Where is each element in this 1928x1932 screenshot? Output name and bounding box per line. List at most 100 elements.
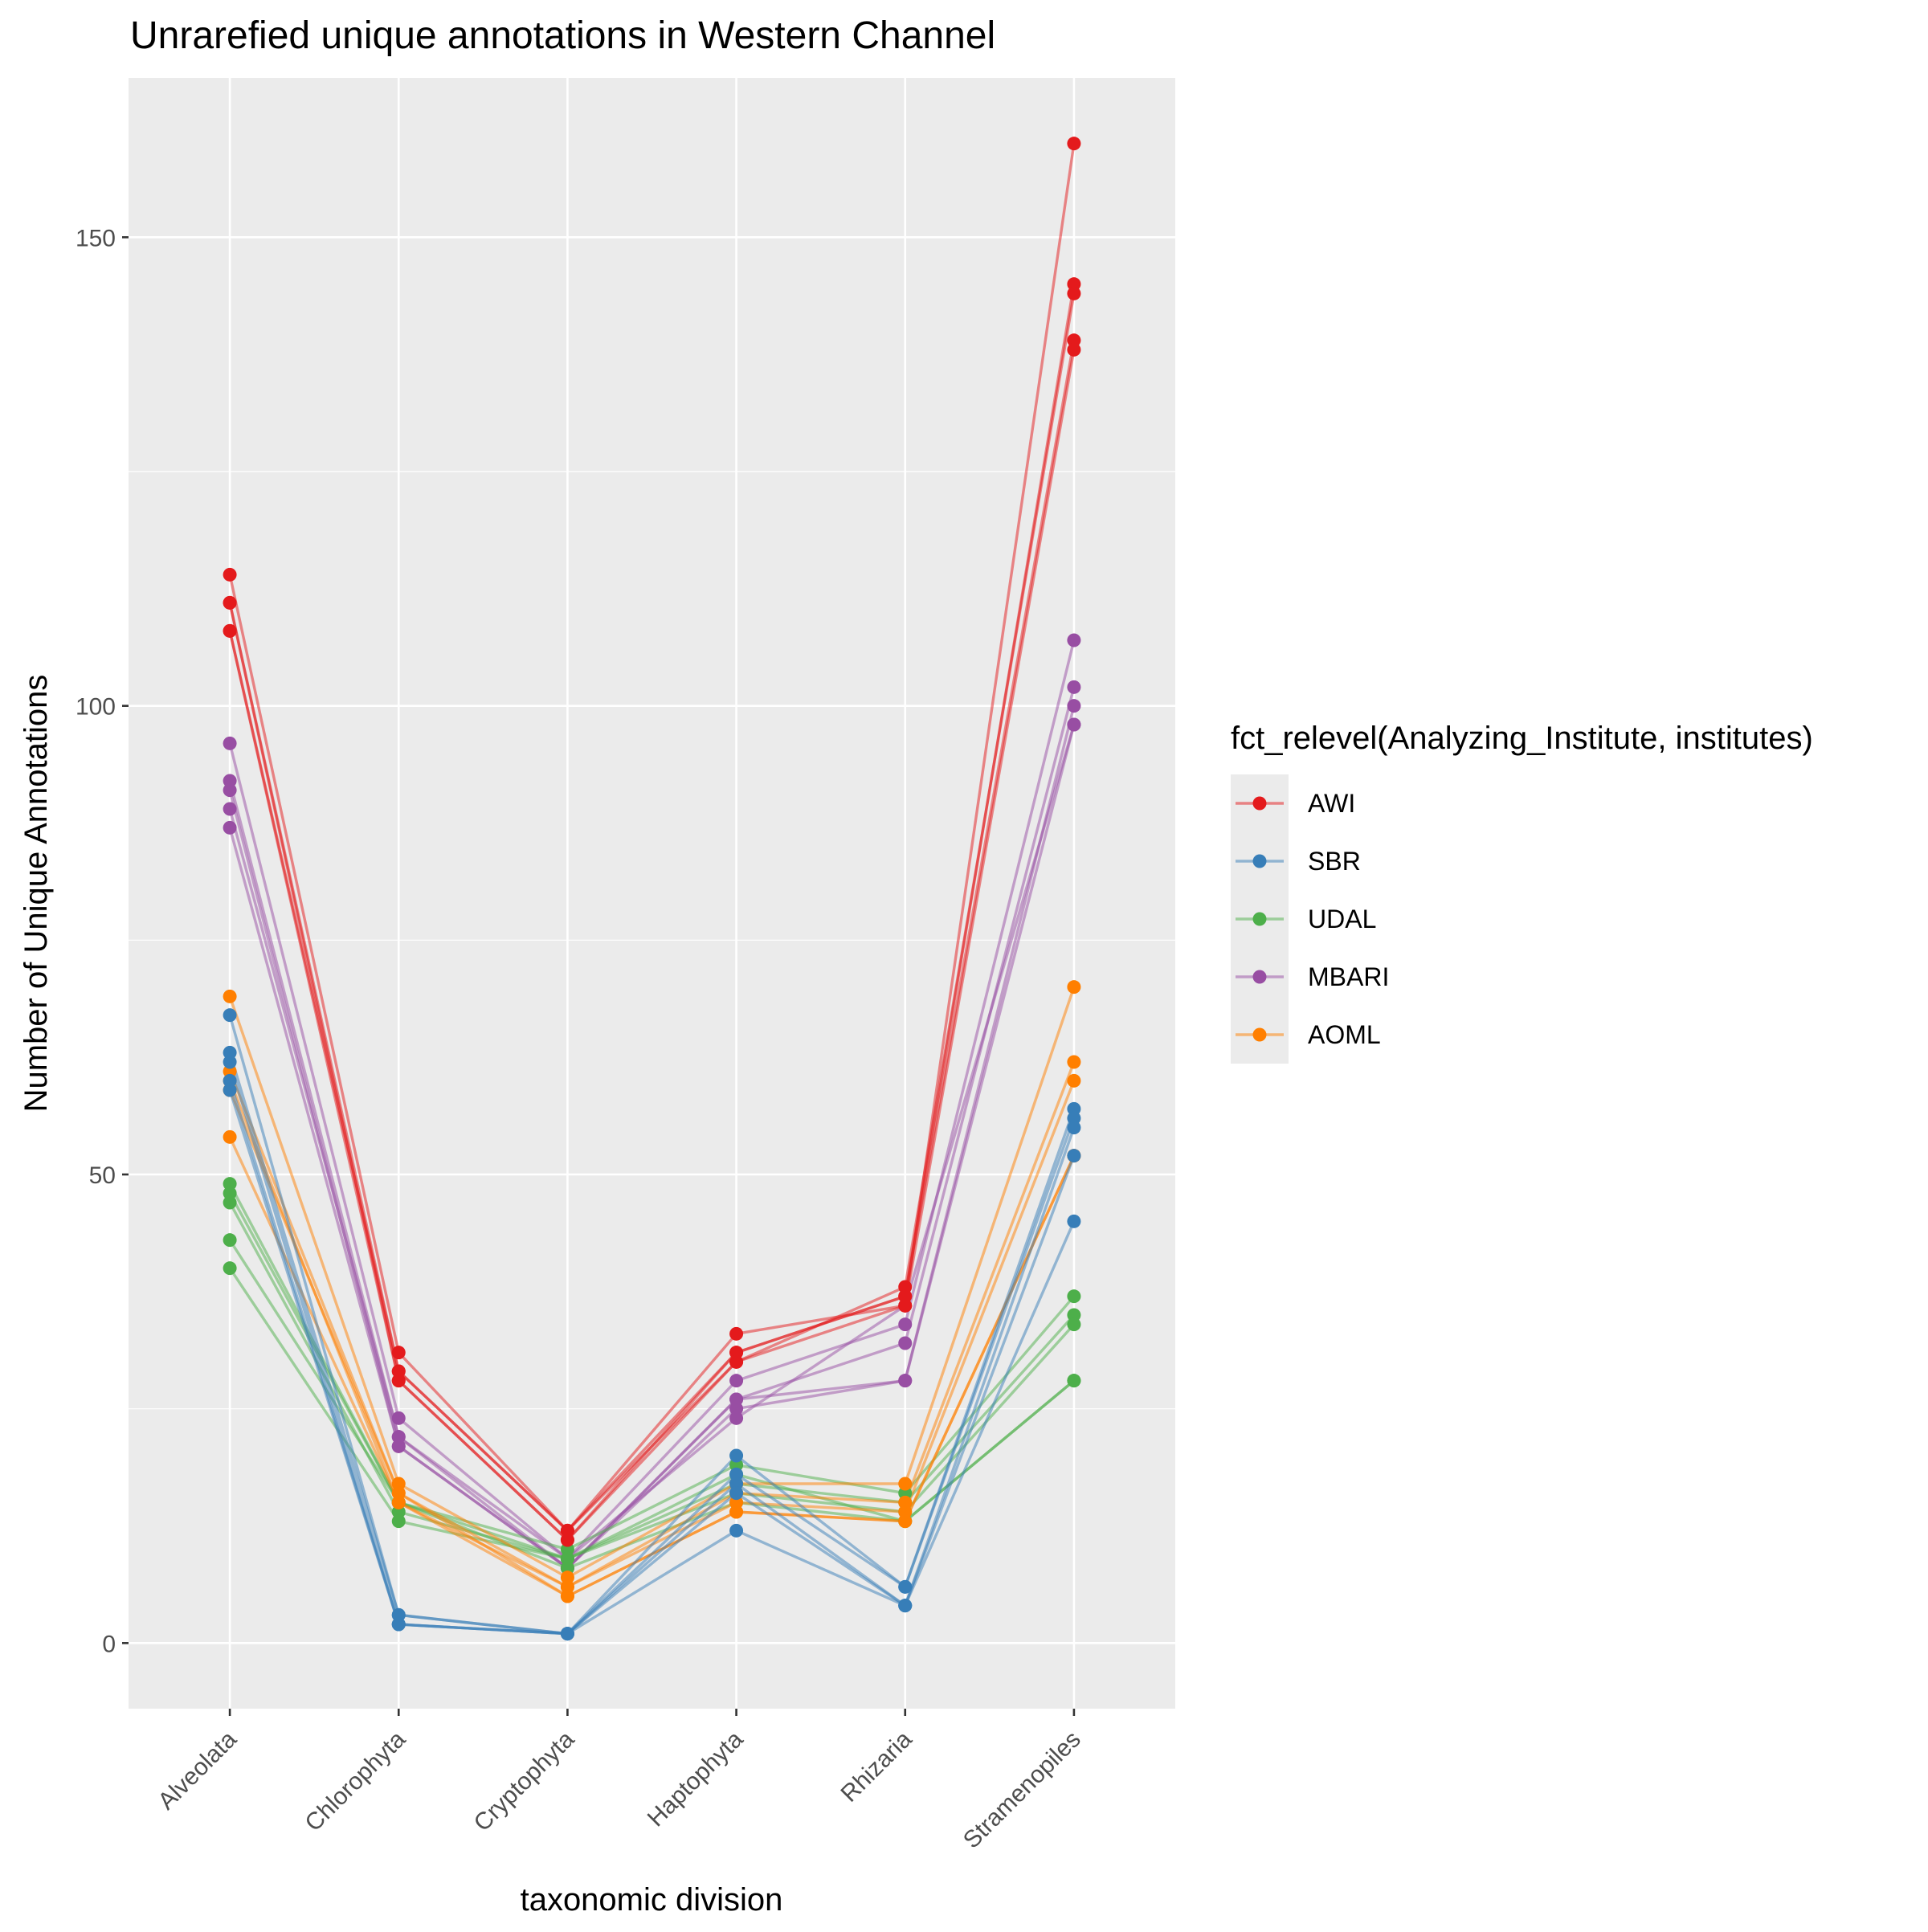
data-point-awi bbox=[223, 623, 237, 638]
data-point-awi bbox=[1067, 342, 1081, 357]
legend-label-udal: UDAL bbox=[1308, 905, 1376, 933]
data-point-sbr bbox=[391, 1607, 406, 1622]
legend-label-awi: AWI bbox=[1308, 789, 1355, 818]
y-tick-label: 50 bbox=[89, 1162, 116, 1189]
data-point-sbr bbox=[223, 1083, 237, 1097]
y-axis: 0 50 100 150 bbox=[76, 225, 129, 1657]
series-line-udal bbox=[228, 1192, 1076, 1561]
data-point-mbari bbox=[898, 1336, 913, 1350]
data-point-udal bbox=[1067, 1308, 1081, 1322]
grid-major bbox=[129, 78, 1175, 1709]
data-point-sbr bbox=[729, 1477, 744, 1491]
data-point-awi bbox=[223, 567, 237, 582]
x-tick-label: Chlorophyta bbox=[300, 1726, 411, 1836]
data-point-sbr bbox=[1067, 1111, 1081, 1125]
data-point-awi bbox=[898, 1289, 913, 1304]
legend-title: fct_relevel(Analyzing_Institute, institu… bbox=[1231, 721, 1813, 756]
data-point-mbari bbox=[1067, 633, 1081, 647]
data-point-mbari bbox=[223, 820, 237, 835]
data-point-sbr bbox=[560, 1627, 574, 1641]
data-point-mbari bbox=[729, 1411, 744, 1425]
data-point-awi bbox=[560, 1523, 574, 1538]
data-point-mbari bbox=[391, 1439, 406, 1453]
legend: fct_relevel(Analyzing_Institute, institu… bbox=[1231, 721, 1813, 1064]
data-point-sbr bbox=[223, 1055, 237, 1069]
data-point-awi bbox=[223, 595, 237, 610]
x-tick-label: Haptophyta bbox=[643, 1726, 749, 1832]
data-point-udal bbox=[1067, 1289, 1081, 1304]
series-line-aoml bbox=[228, 986, 1076, 1579]
data-point-udal bbox=[391, 1514, 406, 1529]
data-point-mbari bbox=[391, 1430, 406, 1444]
data-point-aoml bbox=[1067, 1055, 1081, 1069]
data-point-awi bbox=[898, 1280, 913, 1294]
legend-key-point bbox=[1252, 912, 1267, 926]
data-point-sbr bbox=[729, 1467, 744, 1481]
series-line-awi bbox=[228, 143, 1076, 1533]
y-tick-label: 0 bbox=[102, 1631, 116, 1657]
x-tick-label: Stramenopiles bbox=[958, 1726, 1086, 1854]
data-point-mbari bbox=[223, 774, 237, 788]
legend-entries: AWI SBR UDAL MBARI AOML bbox=[1236, 789, 1389, 1049]
data-point-sbr bbox=[223, 1008, 237, 1023]
series-line-mbari bbox=[228, 724, 1076, 1561]
data-point-mbari bbox=[223, 802, 237, 816]
x-tick-label: Cryptophyta bbox=[469, 1726, 580, 1836]
data-point-mbari bbox=[729, 1392, 744, 1407]
data-point-udal bbox=[223, 1233, 237, 1248]
data-point-sbr bbox=[729, 1448, 744, 1463]
legend-label-mbari: MBARI bbox=[1308, 962, 1389, 991]
y-tick-label: 100 bbox=[76, 694, 116, 721]
data-point-awi bbox=[729, 1346, 744, 1360]
series-line-sbr bbox=[228, 1089, 1076, 1636]
data-point-aoml bbox=[898, 1477, 913, 1491]
data-point-aoml bbox=[898, 1505, 913, 1519]
data-point-udal bbox=[223, 1186, 237, 1200]
data-point-mbari bbox=[729, 1402, 744, 1416]
data-point-mbari bbox=[898, 1317, 913, 1332]
data-point-awi bbox=[1067, 137, 1081, 151]
y-tick-label: 150 bbox=[76, 225, 116, 251]
data-point-udal bbox=[898, 1486, 913, 1501]
data-point-udal bbox=[560, 1561, 574, 1575]
series-points bbox=[223, 137, 1081, 1641]
legend-label-sbr: SBR bbox=[1308, 847, 1361, 876]
chart-title: Unrarefied unique annotations in Western… bbox=[130, 14, 995, 57]
legend-key-point bbox=[1252, 970, 1267, 984]
data-point-aoml bbox=[223, 989, 237, 1003]
data-point-udal bbox=[729, 1458, 744, 1472]
data-point-mbari bbox=[1067, 680, 1081, 694]
series-line-awi bbox=[228, 349, 1076, 1533]
legend-label-aoml: AOML bbox=[1308, 1020, 1381, 1049]
data-point-sbr bbox=[1067, 1214, 1081, 1228]
data-point-aoml bbox=[729, 1505, 744, 1519]
data-point-sbr bbox=[223, 1073, 237, 1088]
data-point-awi bbox=[898, 1298, 913, 1313]
data-point-awi bbox=[1067, 333, 1081, 348]
data-point-awi bbox=[391, 1374, 406, 1388]
legend-key-point bbox=[1252, 1027, 1267, 1042]
data-point-mbari bbox=[391, 1411, 406, 1425]
data-point-mbari bbox=[729, 1374, 744, 1388]
data-point-aoml bbox=[560, 1571, 574, 1585]
legend-key-point bbox=[1252, 796, 1267, 811]
data-point-udal bbox=[560, 1551, 574, 1566]
series-line-mbari bbox=[228, 724, 1076, 1570]
data-point-aoml bbox=[391, 1477, 406, 1491]
data-point-aoml bbox=[391, 1486, 406, 1501]
data-point-mbari bbox=[898, 1374, 913, 1388]
data-point-udal bbox=[223, 1261, 237, 1276]
data-point-mbari bbox=[1067, 699, 1081, 713]
plot-panel bbox=[129, 78, 1175, 1709]
data-point-aoml bbox=[1067, 1073, 1081, 1088]
data-point-udal bbox=[391, 1505, 406, 1519]
data-point-sbr bbox=[223, 1045, 237, 1060]
x-axis: Alveolata Chlorophyta Cryptophyta Haptophyt… bbox=[153, 1709, 1086, 1854]
data-point-aoml bbox=[729, 1495, 744, 1509]
data-point-aoml bbox=[223, 1129, 237, 1144]
data-point-mbari bbox=[223, 736, 237, 750]
data-point-awi bbox=[1067, 277, 1081, 292]
data-point-aoml bbox=[1067, 980, 1081, 995]
